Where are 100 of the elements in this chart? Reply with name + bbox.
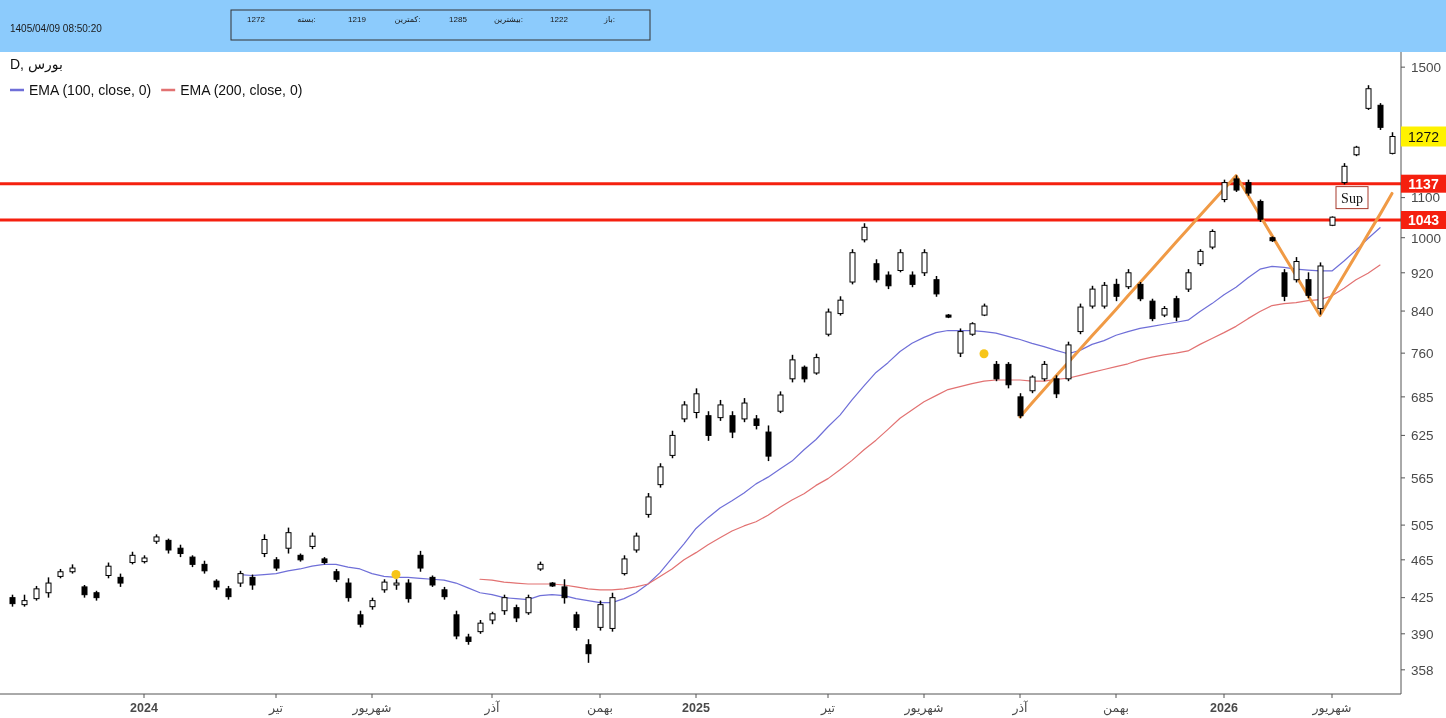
candlestick — [405, 578, 412, 604]
x-tick-label: شهریور — [903, 701, 944, 716]
y-tick-label: 1000 — [1411, 230, 1442, 246]
candlestick — [1149, 297, 1156, 322]
candlestick — [417, 550, 424, 573]
text: 1272 — [247, 15, 266, 24]
y-tick-label: 1100 — [1411, 190, 1441, 206]
x-tick-label: بهمن — [587, 701, 613, 716]
candlestick — [501, 593, 508, 616]
candlestick — [657, 462, 664, 489]
candlestick — [1041, 360, 1048, 382]
candlestick — [861, 222, 868, 244]
annotation: Sup — [1341, 190, 1363, 206]
y-tick-label: 760 — [1411, 345, 1434, 361]
y-tick-label: 1500 — [1411, 59, 1442, 75]
candlestick — [1173, 295, 1180, 322]
y-tick-label: 840 — [1411, 303, 1434, 319]
candlestick — [1305, 271, 1312, 299]
candlestick — [645, 492, 652, 519]
chart-title: D, بورس — [10, 56, 63, 73]
candlestick — [285, 526, 292, 555]
x-tick-label: تیر — [267, 701, 284, 716]
candlestick — [1137, 281, 1144, 302]
text: 1222 — [550, 15, 569, 24]
candlestick — [453, 609, 460, 640]
candlestick — [993, 360, 1000, 382]
candlestick — [897, 248, 904, 274]
candlestick — [813, 352, 820, 376]
candlestick — [1257, 198, 1264, 223]
candlestick — [597, 599, 604, 632]
text: 1405/04/09 08:50:20 — [10, 23, 103, 34]
y-tick-label: 465 — [1411, 552, 1434, 568]
x-tick-label: آذر — [1011, 700, 1029, 716]
candlestick — [693, 387, 700, 420]
text: کمترین: — [394, 15, 421, 24]
candlestick — [873, 258, 880, 284]
candlestick — [261, 533, 268, 558]
candlestick — [681, 400, 688, 423]
candlestick — [1113, 278, 1120, 302]
candlestick — [1185, 268, 1192, 293]
x-tick-label: تیر — [819, 701, 836, 716]
candlestick — [621, 554, 628, 577]
text: بیشترین: — [493, 15, 524, 24]
legend-label: EMA (200, close, 0) — [180, 82, 303, 98]
text: بسته: — [297, 15, 316, 24]
candlestick — [1221, 178, 1228, 203]
candlestick — [1281, 268, 1288, 302]
x-tick-label: 2024 — [130, 701, 158, 715]
y-tick-label: 920 — [1411, 265, 1434, 281]
x-tick-label: آذر — [483, 700, 501, 716]
candlestick — [1101, 281, 1108, 310]
text: 1219 — [348, 15, 367, 24]
ref-line-label: 1043 — [1407, 212, 1440, 228]
x-tick-label: 2025 — [682, 701, 710, 715]
candlestick — [1209, 228, 1216, 250]
candlestick — [669, 429, 676, 459]
candlestick — [789, 354, 796, 384]
candlestick — [573, 610, 580, 632]
text: باز: — [603, 15, 615, 24]
candlestick — [741, 397, 748, 423]
x-tick-label: شهریور — [1311, 701, 1352, 716]
candlestick — [561, 578, 568, 605]
y-tick-label: 685 — [1411, 389, 1434, 405]
candlestick — [921, 248, 928, 277]
candlestick — [525, 593, 532, 616]
candlestick — [1365, 84, 1372, 111]
y-tick-label: 390 — [1411, 626, 1434, 642]
y-tick-label: 358 — [1411, 662, 1434, 678]
y-tick-label: 505 — [1411, 517, 1434, 533]
candlestick — [585, 638, 592, 664]
candlestick — [1053, 374, 1060, 399]
x-tick-label: شهریور — [351, 701, 392, 716]
candlestick — [933, 275, 940, 298]
candlestick — [1089, 285, 1096, 310]
candlestick — [1341, 162, 1348, 186]
candlestick — [633, 531, 640, 554]
legend-label: EMA (100, close, 0) — [29, 82, 152, 98]
x-tick-label: بهمن — [1103, 701, 1129, 716]
candlestick — [777, 390, 784, 414]
candlestick — [729, 410, 736, 439]
ref-line-label: 1137 — [1408, 175, 1439, 192]
candlestick — [1377, 102, 1384, 131]
text: 1285 — [449, 15, 468, 24]
candlestick — [837, 295, 844, 317]
y-tick-label: 425 — [1411, 590, 1434, 606]
candlestick — [717, 399, 724, 422]
candlestick — [1017, 392, 1024, 420]
candlestick — [45, 576, 52, 599]
candlestick — [957, 327, 964, 358]
candlestick — [1005, 361, 1012, 390]
candlestick — [345, 577, 352, 603]
candlestick — [825, 307, 832, 338]
x-tick-label: 2026 — [1210, 701, 1238, 715]
line-series — [1018, 174, 1394, 419]
text: 1272 — [1407, 128, 1440, 145]
y-tick-label: 565 — [1411, 470, 1434, 486]
candlestick — [1125, 268, 1132, 290]
candlestick — [705, 410, 712, 442]
y-tick-label: 625 — [1411, 428, 1434, 444]
candlestick — [1293, 256, 1300, 284]
